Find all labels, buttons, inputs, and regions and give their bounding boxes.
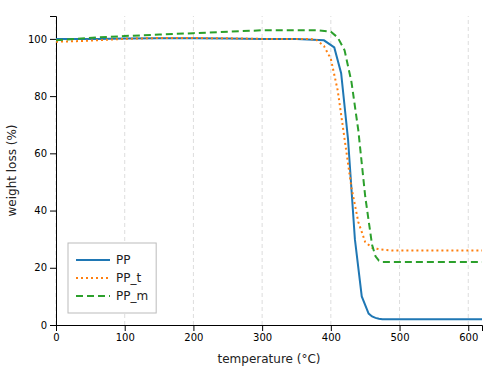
tick: 100 [28, 34, 56, 45]
tick-label: 100 [28, 34, 47, 45]
line [56, 38, 482, 319]
tick-label: 200 [184, 332, 203, 343]
legend-label: PP_t [116, 271, 141, 285]
tick: 0 [53, 325, 59, 343]
tick-mark [50, 96, 56, 97]
tick-mark [50, 153, 56, 154]
tick: 300 [253, 325, 272, 343]
tick: 100 [116, 325, 135, 343]
grid [56, 16, 468, 325]
x-axis: 0 100 200 300 400 500 600 [53, 325, 482, 343]
tick-mark [50, 325, 56, 326]
tick-label: 100 [116, 332, 135, 343]
tick-label: 0 [53, 332, 59, 343]
plot-area [56, 30, 482, 319]
legend-swatch [76, 277, 110, 279]
tick-label: 400 [322, 332, 341, 343]
tick-label: 300 [253, 332, 272, 343]
grid-line [399, 16, 400, 325]
tick-mark [50, 211, 56, 212]
tick: 60 [34, 148, 56, 159]
tick: 0 [41, 320, 56, 331]
tick-mark [331, 325, 332, 331]
legend-label: PP [116, 253, 130, 267]
tick-label: 40 [34, 205, 47, 216]
grid-line [193, 16, 194, 325]
tick-mark [125, 325, 126, 331]
legend-swatch [76, 295, 110, 297]
tick-label: 500 [391, 332, 410, 343]
tick: 80 [34, 91, 56, 102]
tick-mark [468, 325, 469, 331]
grid-line [468, 16, 469, 325]
legend-swatch [76, 259, 110, 261]
tick: 500 [391, 325, 410, 343]
tick-label: 60 [34, 148, 47, 159]
grid-line [330, 16, 331, 325]
y-axis-title: weight loss (%) [5, 124, 19, 216]
grid-line [262, 16, 263, 325]
tick: 20 [34, 262, 56, 273]
tick-label: 600 [459, 332, 478, 343]
axis-line [50, 17, 57, 326]
legend-label: PP_m [116, 289, 148, 303]
legend: PP PP_t PP_m [68, 243, 156, 313]
axis-line [57, 326, 483, 332]
line [56, 38, 482, 251]
tick-label: 80 [34, 91, 47, 102]
x-axis-title: temperature (°C) [218, 352, 321, 366]
y-axis: 0 20 40 60 80 100 [28, 17, 57, 331]
tick-label: 0 [41, 320, 47, 331]
tick: 600 [459, 325, 478, 343]
tick-mark [262, 325, 263, 331]
legend-item: PP [76, 253, 130, 267]
legend-item: PP_m [76, 289, 148, 303]
tick: 400 [322, 325, 341, 343]
tick: 200 [184, 325, 203, 343]
chart: 0 100 200 300 400 500 600 0 20 40 60 80 100 temperatu… [0, 0, 500, 371]
legend-frame [68, 243, 156, 313]
tick-mark [400, 325, 401, 331]
tick-mark [193, 325, 194, 331]
line [56, 30, 482, 262]
tick: 40 [34, 205, 56, 216]
legend-item: PP_t [76, 271, 141, 285]
tick-label: 20 [34, 262, 47, 273]
tick-mark [50, 39, 56, 40]
tick-mark [50, 268, 56, 269]
